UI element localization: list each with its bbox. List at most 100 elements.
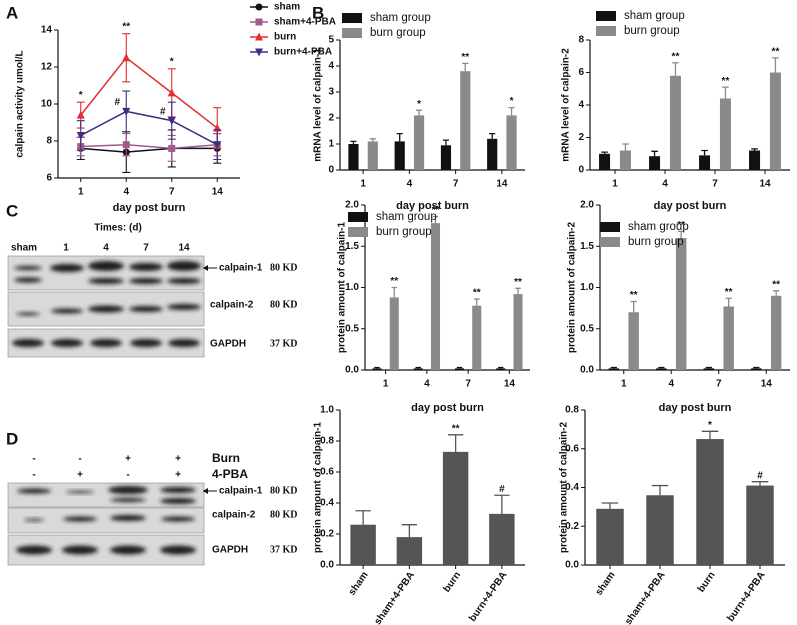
legend-label: sham group — [624, 10, 685, 22]
error-bar — [474, 298, 480, 306]
lane-label: sham — [11, 243, 37, 254]
y-tick-label: 1.0 — [345, 282, 359, 293]
error-bar — [705, 366, 712, 369]
bar — [372, 368, 382, 370]
panel-label: A — [6, 3, 18, 22]
bar — [513, 294, 523, 370]
band — [167, 261, 201, 271]
bar — [608, 368, 620, 370]
y-tick-label: 0.4 — [320, 498, 334, 509]
error-bar — [751, 481, 769, 486]
band — [51, 308, 83, 314]
x-tick-label: 7 — [465, 379, 471, 390]
condition-name: 4-PBA — [212, 467, 248, 481]
band — [50, 264, 84, 272]
significance-label: # — [499, 484, 505, 495]
lane-label: 14 — [178, 243, 190, 254]
error-bar — [447, 434, 464, 452]
x-tick-label: sham — [347, 570, 371, 598]
row-label: GAPDH — [210, 339, 246, 350]
band — [108, 486, 148, 494]
band — [167, 278, 201, 284]
error-bar — [701, 430, 719, 440]
y-tick-label: 6 — [46, 173, 52, 184]
condition-sign: - — [32, 454, 35, 465]
y-tick-label: 12 — [41, 62, 53, 73]
size-label: 80 KD — [270, 485, 298, 496]
bar — [389, 297, 399, 370]
bar — [746, 485, 774, 565]
band — [66, 490, 94, 494]
x-tick-label: burn — [441, 570, 463, 595]
series-line — [80, 147, 218, 153]
y-axis-label: protein amount of calpain-1 — [337, 222, 348, 354]
y-tick-label: 0.0 — [345, 365, 359, 376]
y-axis-label: mRNA level of calpain-2 — [561, 48, 572, 162]
error-bar — [369, 138, 376, 142]
error-bar — [610, 366, 617, 369]
marker — [122, 53, 131, 62]
band — [161, 516, 195, 522]
significance-label: ** — [772, 279, 780, 290]
legend-label: sham group — [376, 211, 437, 223]
y-tick-label: 0.8 — [320, 436, 334, 447]
y-tick-label: 1.5 — [345, 241, 359, 252]
x-tick-label: 1 — [612, 179, 618, 190]
bar — [599, 153, 611, 170]
band — [63, 516, 97, 522]
bar — [703, 368, 715, 370]
legend-label: burn group — [370, 27, 426, 39]
significance-label: ** — [725, 287, 733, 298]
error-bar — [515, 287, 521, 295]
x-tick-label: 1 — [621, 379, 627, 390]
marker — [167, 88, 176, 97]
condition-sign: + — [175, 470, 181, 481]
marker — [122, 141, 130, 149]
x-tick-label: burn — [696, 570, 718, 595]
bar — [460, 71, 471, 170]
marker — [122, 107, 131, 116]
band — [160, 498, 196, 504]
bar — [619, 150, 631, 170]
y-tick-label: 2.0 — [345, 200, 359, 211]
bar — [396, 537, 423, 565]
size-label: 80 KD — [270, 262, 298, 273]
lane-label: 4 — [103, 243, 109, 254]
error-bar — [350, 140, 357, 144]
legend-swatch — [342, 13, 362, 23]
blot-header: Times: (d) — [94, 223, 142, 234]
legend-label: burn — [274, 32, 296, 43]
bar — [489, 513, 515, 565]
y-axis-label: protein amount of calpain-1 — [313, 422, 324, 554]
x-tick-label: 7 — [453, 179, 459, 190]
marker — [76, 110, 85, 119]
significance-label: * — [510, 96, 514, 107]
x-axis-label: day post burn — [654, 200, 727, 212]
marker — [213, 141, 222, 150]
condition-sign: - — [78, 454, 81, 465]
error-bar — [601, 502, 619, 509]
chart: 0.0 0.2 0.4 0.6 0.8 protein amount of calpain… — [559, 405, 785, 625]
x-tick-label: 7 — [712, 179, 718, 190]
condition-name: Burn — [212, 451, 240, 465]
chart: 0 1 2 3 4 5 mRNA level of calpain-1 day post bu… — [313, 12, 525, 212]
bar — [723, 306, 734, 370]
bar — [699, 155, 711, 170]
y-tick-label: 8 — [578, 35, 584, 46]
legend-label: burn group — [376, 226, 432, 238]
band — [160, 545, 196, 555]
panel-label: C — [6, 201, 18, 220]
size-label: 80 KD — [270, 509, 298, 520]
bar — [367, 141, 378, 170]
band — [110, 498, 146, 502]
x-tick-label: 7 — [169, 187, 175, 198]
error-bar — [725, 297, 732, 307]
arrow-head — [203, 488, 208, 494]
legend-label: burn group — [624, 25, 680, 37]
size-label: 80 KD — [270, 299, 298, 310]
series-line — [80, 110, 218, 146]
lane-label: 7 — [143, 243, 149, 254]
y-axis-label: protein amount of calpain-2 — [567, 222, 578, 354]
y-tick-label: 6 — [578, 67, 584, 78]
condition-sign: + — [77, 470, 83, 481]
